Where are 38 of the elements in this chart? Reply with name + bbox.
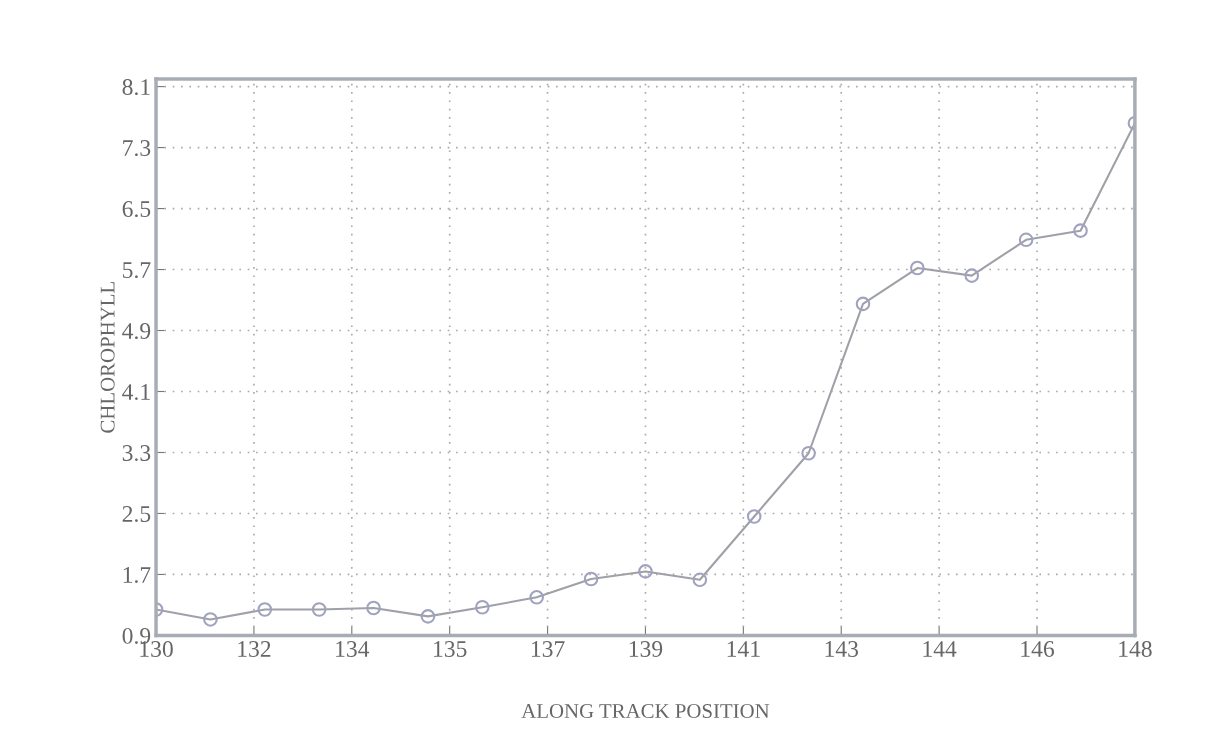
x-tick-label: 139 — [629, 641, 663, 657]
y-tick-label: 2.5 — [122, 506, 151, 522]
y-tick-label: 4.1 — [122, 384, 150, 401]
x-tick-label: 135 — [434, 641, 467, 657]
y-tick-label: 5.7 — [123, 262, 151, 279]
y-axis-title: CHLOROPHYLL — [100, 282, 115, 433]
point — [638, 564, 653, 579]
point — [311, 602, 327, 617]
point — [203, 612, 218, 627]
x-tick-label: 132 — [238, 641, 271, 657]
point — [1073, 223, 1088, 238]
point — [366, 600, 381, 616]
x-tick-label: 137 — [531, 641, 565, 657]
point — [910, 260, 925, 276]
x-tick-label: 144 — [923, 641, 957, 657]
point — [583, 571, 599, 587]
x-tick-label: 148 — [1119, 640, 1152, 657]
point — [420, 609, 436, 624]
y-tick-label: 6.5 — [122, 201, 151, 218]
point — [257, 602, 273, 617]
y-tick-label: 4.9 — [122, 323, 151, 340]
y-tick-label: 7.3 — [123, 140, 151, 157]
point — [1018, 232, 1034, 248]
x-tick-label: 146 — [1021, 641, 1055, 657]
x-tick-label: 143 — [825, 641, 859, 657]
point — [855, 296, 871, 312]
x-tick-label: 134 — [336, 641, 370, 657]
point — [964, 268, 980, 283]
y-tick-label: 3.3 — [122, 445, 151, 462]
point — [475, 599, 490, 615]
point — [746, 509, 762, 524]
x-tick-label: 141 — [727, 641, 760, 657]
x-axis-title: ALONG TRACK POSITION — [521, 704, 770, 719]
point — [529, 590, 544, 605]
point — [692, 572, 708, 588]
y-tick-label: 8.1 — [122, 79, 150, 96]
point — [801, 445, 816, 461]
y-tick-label: 1.7 — [123, 567, 151, 583]
